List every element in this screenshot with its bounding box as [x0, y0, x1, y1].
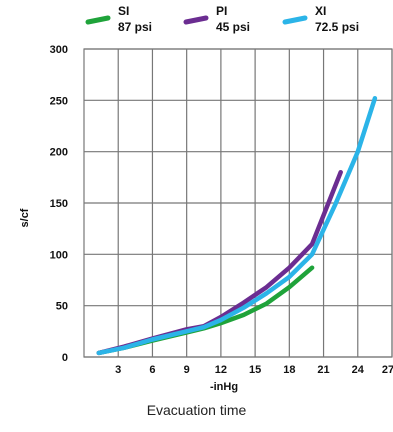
legend: SI 87 psi PI 45 psi XI 72.5 psi: [85, 4, 359, 34]
series-lines: [96, 96, 378, 356]
axis-ticks: 3 6 9 12 15 18 21 24 27 0 50 100 150 200 250 300: [50, 44, 393, 376]
x-tick-label: 27: [382, 364, 393, 376]
y-axis-label: s/cf: [19, 208, 31, 227]
legend-swatch: [282, 15, 308, 25]
legend-series-subtitle: 45 psi: [216, 20, 250, 34]
legend-item-xi: XI 72.5 psi: [282, 4, 359, 34]
legend-swatch: [183, 15, 209, 25]
x-tick-label: 12: [215, 364, 227, 376]
series-line-xi: [96, 96, 378, 356]
x-tick-label: 9: [184, 364, 190, 376]
y-tick-label: 200: [50, 147, 68, 159]
series-line-si: [96, 265, 315, 356]
y-tick-label: 250: [50, 95, 68, 107]
x-tick-label: 18: [283, 364, 295, 376]
x-tick-label: 21: [317, 364, 329, 376]
legend-series-subtitle: 72.5 psi: [315, 20, 359, 34]
grid: [83, 48, 393, 358]
y-tick-label: 300: [50, 44, 68, 56]
legend-item-si: SI 87 psi: [85, 4, 152, 34]
x-tick-label: 6: [149, 364, 155, 376]
line-chart: SI 87 psi PI 45 psi XI 72.5 psi 3 6 9 12 15 18 21 24…: [19, 4, 393, 393]
y-tick-label: 50: [56, 301, 68, 313]
legend-swatch: [85, 15, 111, 25]
x-tick-label: 15: [249, 364, 261, 376]
y-tick-label: 150: [50, 198, 68, 210]
legend-series-name: PI: [216, 4, 227, 18]
chart-caption: Evacuation time: [146, 402, 247, 418]
legend-series-name: SI: [118, 4, 129, 18]
y-tick-label: 0: [62, 352, 68, 364]
x-tick-label: 24: [352, 364, 365, 376]
legend-item-pi: PI 45 psi: [183, 4, 250, 34]
x-tick-label: 3: [115, 364, 121, 376]
y-tick-label: 100: [50, 249, 68, 261]
x-axis-label: -inHg: [210, 381, 238, 393]
legend-series-subtitle: 87 psi: [118, 20, 152, 34]
legend-series-name: XI: [315, 4, 326, 18]
